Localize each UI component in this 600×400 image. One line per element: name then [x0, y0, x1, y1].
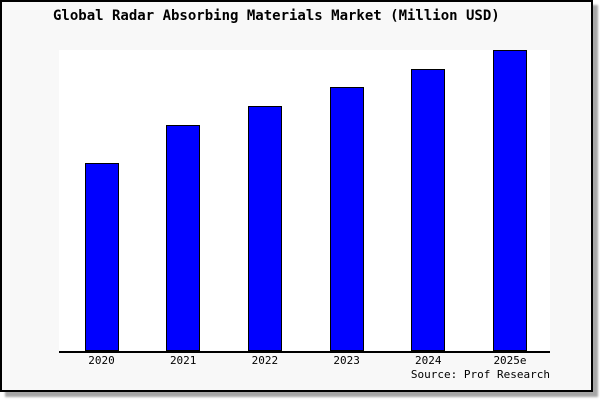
- bar-2020: [84, 163, 119, 351]
- bar-2025e: [493, 50, 527, 351]
- x-tick-label-2021: 2021: [169, 354, 197, 367]
- x-tick-label-2023: 2023: [333, 354, 360, 367]
- x-tick-label-2025e: 2025e: [493, 354, 527, 367]
- bar-2021: [166, 125, 201, 351]
- plot-area: [59, 50, 550, 353]
- bar-2023: [329, 87, 364, 351]
- chart-window: Global Radar Absorbing Materials Market …: [0, 0, 593, 392]
- x-tick-label-2024: 2024: [415, 354, 442, 367]
- x-tick-label-2020: 2020: [88, 354, 115, 367]
- x-tick-label-2022: 2022: [251, 354, 279, 367]
- chart-title: Global Radar Absorbing Materials Market …: [53, 8, 500, 24]
- source-credit: Source: Prof Research: [410, 368, 550, 381]
- bar-2024: [411, 69, 446, 351]
- bar-2022: [247, 106, 282, 351]
